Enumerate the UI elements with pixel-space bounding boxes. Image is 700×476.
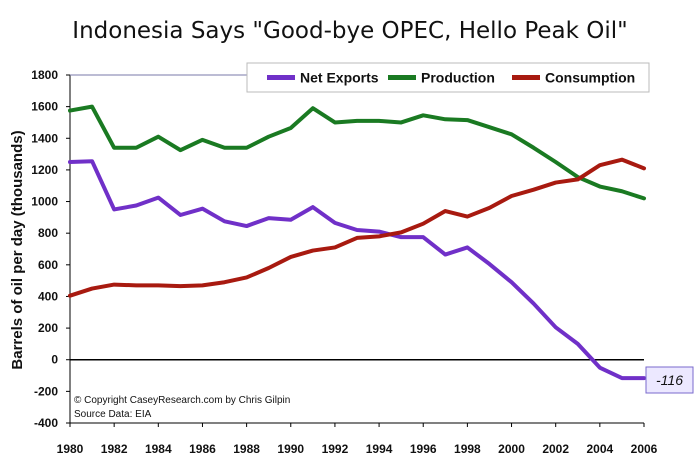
x-ticks: 1980 1982 1984 1986 1988 1990 1992 1994 1996 1998…	[57, 423, 658, 456]
y-tick-label: 1600	[31, 100, 58, 114]
x-tick-label: 2002	[542, 442, 569, 456]
callout-box	[645, 366, 694, 394]
y-axis-label: Barrels of oil per day (thousands)	[9, 130, 26, 369]
y-tick-label: -400	[34, 416, 58, 430]
legend-label-consumption: Consumption	[545, 70, 635, 86]
x-tick-label: 1984	[145, 442, 172, 456]
x-tick-label: 1990	[277, 442, 304, 456]
axes	[69, 74, 644, 424]
y-tick-label: 1400	[31, 131, 58, 145]
legend: Net Exports Production Consumption	[246, 62, 650, 93]
copyright-note: © Copyright CaseyResearch.com by Chris G…	[74, 395, 290, 406]
x-tick-label: 1982	[101, 442, 128, 456]
y-tick-label: -200	[34, 384, 58, 398]
x-tick-label: 1988	[233, 442, 260, 456]
series-layer	[68, 104, 646, 381]
legend-label-net-exports: Net Exports	[300, 70, 379, 86]
series-line-production	[68, 104, 646, 201]
x-tick-label: 2006	[631, 442, 658, 456]
x-tick-label: 1996	[410, 442, 437, 456]
y-tick-label: 200	[38, 321, 58, 335]
y-tick-label: 600	[38, 258, 58, 272]
x-tick-label: 2004	[586, 442, 613, 456]
x-tick-label: 1980	[57, 442, 84, 456]
series-line-net-exports	[68, 159, 646, 381]
callout-label: -116	[656, 372, 683, 388]
x-tick-label: 2000	[498, 442, 525, 456]
source-note: Source Data: EIA	[74, 409, 152, 420]
y-ticks: -400 -200 0 200 400 600 800 1000 1200 1400 1600 180…	[31, 68, 70, 430]
legend-box	[246, 62, 650, 93]
chart-title: Indonesia Says "Good-bye OPEC, Hello Pea…	[72, 18, 628, 44]
legend-label-production: Production	[421, 70, 495, 86]
y-tick-label: 0	[51, 353, 58, 367]
y-tick-label: 1000	[31, 195, 58, 209]
y-tick-label: 400	[38, 289, 58, 303]
final-value-callout: -116	[645, 366, 694, 394]
y-tick-label: 800	[38, 226, 58, 240]
x-tick-label: 1994	[366, 442, 393, 456]
x-tick-label: 1998	[454, 442, 481, 456]
series-line-consumption	[68, 157, 646, 298]
x-tick-label: 1986	[189, 442, 216, 456]
y-tick-label: 1800	[31, 68, 58, 82]
y-tick-label: 1200	[31, 163, 58, 177]
x-tick-label: 1992	[322, 442, 349, 456]
